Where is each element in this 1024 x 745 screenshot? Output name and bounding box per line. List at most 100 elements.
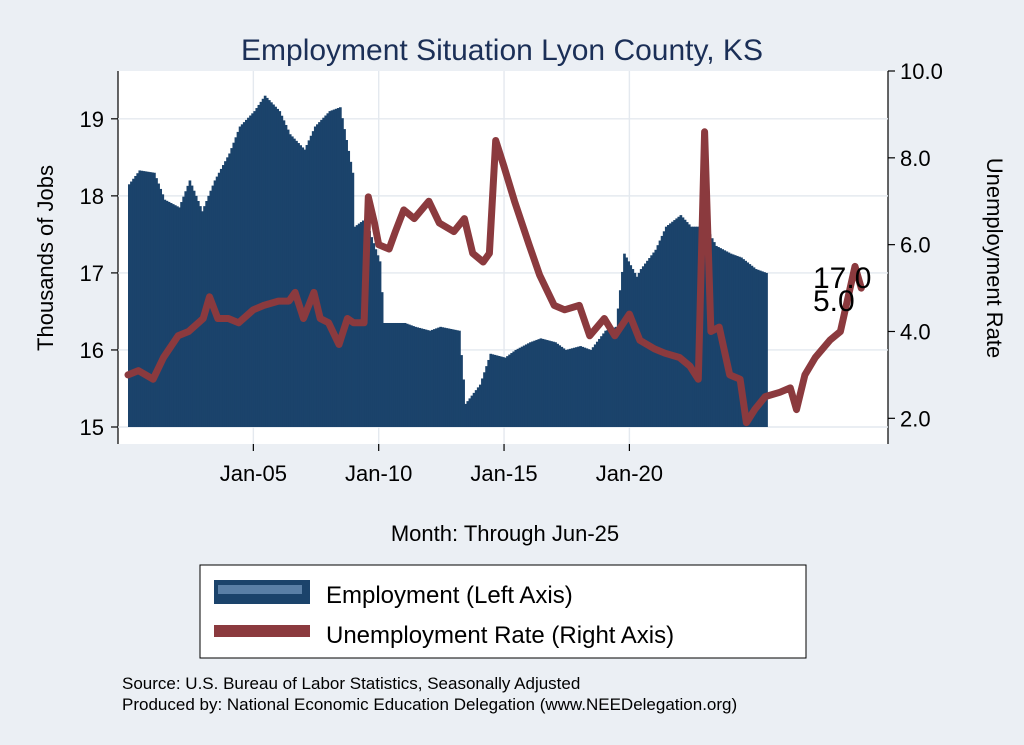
employment-bar (727, 252, 731, 427)
x-tick-label: Jan-20 (596, 461, 663, 486)
employment-bar (662, 231, 666, 427)
employment-bar (330, 110, 334, 427)
employment-bar (627, 261, 630, 427)
employment-bar (163, 199, 167, 427)
employment-bar (290, 136, 294, 427)
employment-bar (217, 172, 221, 427)
employment-bar (666, 225, 670, 427)
employment-bar (725, 251, 729, 427)
employment-bar (591, 347, 595, 427)
employment-bar (625, 257, 628, 427)
employment-bar (445, 328, 449, 427)
employment-bar (453, 329, 457, 427)
employment-bar (550, 341, 553, 427)
employment-bar (735, 255, 739, 427)
employment-bar (274, 106, 277, 428)
employment-bar (303, 149, 307, 428)
employment-bar (516, 348, 520, 427)
employment-bar (572, 347, 576, 427)
employment-bar (761, 271, 764, 427)
employment-bar (263, 95, 267, 428)
employment-bar (407, 324, 411, 427)
employment-bar (765, 272, 768, 427)
employment-bar (545, 340, 549, 427)
employment-bar (443, 327, 447, 427)
employment-bar (694, 226, 697, 427)
legend-employment-swatch-highlight (218, 585, 302, 594)
employment-bar (132, 178, 135, 427)
employment-bar (293, 138, 296, 427)
employment-bar (612, 327, 616, 427)
employment-bar (585, 348, 589, 427)
employment-bar (606, 329, 610, 427)
employment-bar (533, 340, 536, 427)
employment-bar (272, 104, 275, 428)
employment-bar (138, 170, 142, 427)
employment-bar (255, 108, 259, 428)
employment-bar (430, 329, 434, 427)
employment-bar (228, 153, 231, 427)
employment-bar (518, 347, 522, 427)
employment-bar (261, 98, 265, 427)
left-tick-label: 19 (80, 107, 104, 132)
employment-bar (238, 126, 242, 427)
employment-bar (608, 329, 612, 427)
employment-bar (384, 322, 388, 427)
employment-bar (401, 322, 405, 427)
right-tick-label: 6.0 (900, 233, 931, 258)
employment-bar (186, 185, 190, 427)
employment-bar (251, 113, 254, 427)
employment-bar (313, 126, 317, 427)
employment-bar (752, 267, 756, 427)
employment-bar (380, 292, 384, 427)
legend-unemployment-label: Unemployment Rate (Right Axis) (326, 622, 674, 649)
employment-bar (265, 97, 269, 427)
employment-bar (733, 255, 737, 427)
employment-bar (353, 226, 357, 427)
employment-bar (715, 245, 718, 427)
employment-bar (405, 323, 409, 427)
employment-bar (282, 120, 286, 427)
employment-bar (593, 344, 597, 427)
employment-bar (334, 108, 338, 427)
employment-bar (328, 111, 332, 427)
employment-bar (470, 395, 474, 427)
right-tick-label: 10.0 (900, 59, 943, 84)
employment-bar (339, 107, 342, 428)
employment-bar (376, 255, 380, 427)
left-tick-label: 17 (80, 261, 104, 286)
employment-bar (171, 204, 175, 427)
employment-bar (522, 345, 526, 427)
employment-bar (226, 157, 229, 427)
employment-bar (382, 322, 386, 427)
employment-bar (738, 256, 741, 427)
employment-bar (462, 379, 465, 427)
employment-bar (309, 135, 313, 427)
employment-bar (351, 172, 355, 427)
employment-bar (541, 338, 545, 427)
employment-bar (491, 354, 495, 427)
employment-bar (433, 329, 436, 427)
employment-bar (341, 118, 344, 427)
employment-bar (487, 359, 491, 427)
employment-bar (635, 276, 639, 427)
employment-bar (656, 245, 660, 427)
left-tick-label: 18 (80, 184, 104, 209)
employment-bar (157, 183, 160, 427)
employment-bar (510, 353, 514, 427)
employment-bar (449, 328, 453, 427)
employment-bar (537, 339, 541, 427)
employment-bar (439, 326, 442, 427)
chart-title: Employment Situation Lyon County, KS (241, 34, 763, 67)
employment-bar (311, 131, 315, 428)
employment-bar (276, 108, 280, 427)
employment-bar (756, 269, 760, 427)
employment-bar (389, 322, 392, 427)
employment-bar (349, 161, 353, 428)
employment-bar (664, 226, 668, 427)
employment-bar (403, 322, 407, 427)
employment-bar (692, 226, 695, 427)
employment-bar (422, 329, 426, 427)
employment-bar (564, 349, 568, 427)
employment-bar (527, 343, 530, 427)
